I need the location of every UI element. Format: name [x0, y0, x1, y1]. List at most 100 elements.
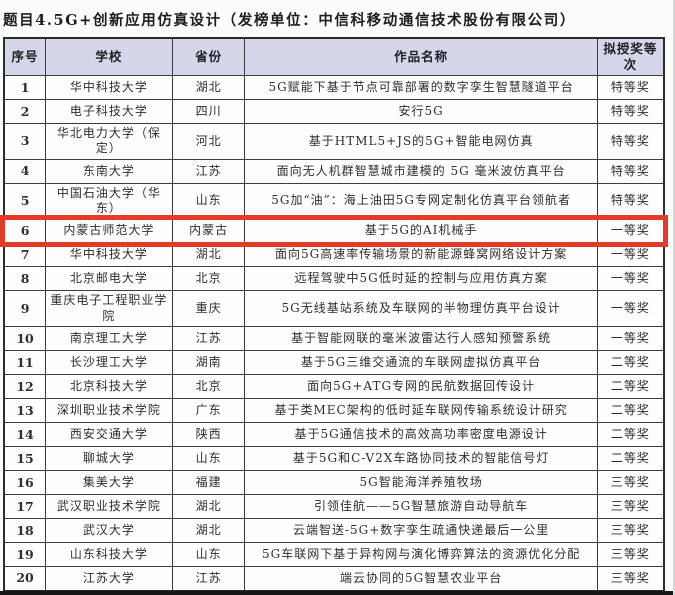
header-province: 省份: [171, 37, 246, 76]
header-award: 拟授奖等次: [596, 37, 665, 76]
cell-work: 5G车联网下基于异构网与演化博弈算法的资源优化分配: [244, 542, 598, 568]
cell-school: 北京科技大学: [45, 374, 173, 400]
cell-no: 19: [3, 542, 47, 568]
cell-award: 三等奖: [596, 494, 665, 520]
cell-province: 湖南: [171, 350, 246, 376]
cell-province: 湖北: [171, 494, 246, 520]
cell-no: 9: [3, 290, 47, 328]
cell-province: 山东: [171, 542, 246, 568]
table-row: 4 东南大学 江苏 面向无人机群智慧城市建模的 5G 毫米波仿真平台 特等奖: [3, 158, 665, 184]
cell-work: 5G加“油”：海上油田5G专网定制化仿真平台领航者: [244, 182, 598, 220]
cell-award: 二等奖: [596, 374, 665, 400]
page-bottom-edge: [0, 591, 675, 595]
page-right-edge: [673, 0, 675, 595]
cell-work: 基于5G的AI机械手: [244, 218, 598, 244]
table-row: 6 内蒙古师范大学 内蒙古 基于5G的AI机械手 一等奖: [0, 214, 668, 247]
cell-award: 二等奖: [596, 398, 665, 424]
cell-award: 特等奖: [596, 158, 665, 184]
table-row: 8 北京邮电大学 北京 远程驾驶中5G低时延的控制与应用仿真方案 一等奖: [3, 266, 665, 292]
cell-province: 广东: [171, 398, 246, 424]
cell-work: 基于类MEC架构的低时延车联网传输系统设计研究: [244, 398, 598, 424]
table-header-row: 序号 学校 省份 作品名称 拟授奖等次: [3, 37, 665, 76]
cell-award: 三等奖: [596, 542, 665, 568]
cell-award: 二等奖: [596, 422, 665, 448]
cell-province: 福建: [171, 470, 246, 496]
cell-no: 10: [3, 326, 47, 352]
cell-province: 江苏: [171, 326, 246, 352]
cell-no: 15: [3, 446, 47, 472]
table-row: 10 南京理工大学 江苏 基于智能网联的毫米波雷达行人感知预警系统 一等奖: [3, 326, 665, 352]
cell-no: 5: [3, 182, 47, 220]
cell-work: 基于5G和C-V2X车路协同技术的智能信号灯: [244, 446, 598, 472]
cell-no: 6: [3, 218, 47, 244]
cell-province: 湖北: [171, 242, 246, 268]
cell-province: 湖北: [171, 518, 246, 544]
cell-award: 特等奖: [596, 99, 665, 124]
cell-award: 二等奖: [596, 350, 665, 376]
cell-work: 面向5G高速率传输场景的新能源蜂窝网络设计方案: [244, 242, 598, 268]
cell-school: 中国石油大学（华东）: [45, 182, 173, 220]
cell-work: 基于智能网联的毫米波雷达行人感知预警系统: [244, 326, 598, 352]
cell-no: 14: [3, 422, 47, 448]
table-header: 序号 学校 省份 作品名称 拟授奖等次: [3, 37, 665, 76]
table-row: 20 江苏大学 江苏 端云协同的5G智慧农业平台 三等奖: [3, 566, 665, 592]
cell-no: 4: [3, 158, 47, 184]
cell-work: 引领佳航——5G智慧旅游自动导航车: [244, 494, 598, 520]
cell-work: 端云协同的5G智慧农业平台: [244, 566, 598, 592]
cell-award: 三等奖: [596, 518, 665, 544]
header-no: 序号: [3, 37, 47, 76]
cell-school: 深圳职业技术学院: [45, 398, 173, 424]
cell-no: 13: [3, 398, 47, 424]
table-row: 2 电子科技大学 四川 安行5G 特等奖: [3, 99, 665, 124]
cell-work: 基于5G三维交通流的车联网虚拟仿真平台: [244, 350, 598, 376]
table-row: 9 重庆电子工程职业学院 重庆 5G无线基站系统及车联网的半物理仿真平台设计 一…: [3, 290, 665, 328]
cell-work: 云端智送-5G+数字孪生疏通快递最后一公里: [244, 518, 598, 544]
cell-school: 华中科技大学: [45, 242, 173, 268]
cell-award: 特等奖: [596, 182, 665, 220]
cell-school: 内蒙古师范大学: [45, 218, 173, 244]
cell-work: 5G无线基站系统及车联网的半物理仿真平台设计: [244, 290, 598, 328]
cell-award: 一等奖: [596, 266, 665, 292]
cell-school: 南京理工大学: [45, 326, 173, 352]
cell-province: 内蒙古: [171, 218, 246, 244]
table-row: 19 山东科技大学 山东 5G车联网下基于异构网与演化博弈算法的资源优化分配 三…: [3, 542, 665, 568]
cell-award: 一等奖: [596, 242, 665, 268]
award-table: 序号 学校 省份 作品名称 拟授奖等次 1 华中科技大学 湖北 5G赋能下基于节…: [0, 37, 668, 592]
cell-work: 基于5G通信技术的高效高功率密度电源设计: [244, 422, 598, 448]
table-row: 3 华北电力大学（保定） 河北 基于HTML5+JS的5G+智能电网仿真 特等奖: [3, 123, 665, 160]
cell-school: 华中科技大学: [45, 75, 173, 100]
cell-school: 集美大学: [45, 470, 173, 496]
cell-award: 一等奖: [596, 218, 665, 244]
cell-no: 16: [3, 470, 47, 496]
cell-award: 一等奖: [596, 326, 665, 352]
cell-province: 四川: [171, 99, 246, 124]
table-row: 7 华中科技大学 湖北 面向5G高速率传输场景的新能源蜂窝网络设计方案 一等奖: [3, 242, 665, 268]
cell-school: 重庆电子工程职业学院: [45, 290, 173, 328]
cell-school: 东南大学: [45, 158, 173, 184]
cell-school: 江苏大学: [45, 566, 173, 592]
cell-work: 面向5G+ATG专网的民航数据回传设计: [244, 374, 598, 400]
document-title: 题目4.5G+创新应用仿真设计（发榜单位：中信科移动通信技术股份有限公司）: [3, 12, 576, 29]
cell-no: 20: [3, 566, 47, 592]
cell-no: 1: [3, 75, 47, 100]
cell-province: 北京: [171, 266, 246, 292]
cell-work: 基于HTML5+JS的5G+智能电网仿真: [244, 123, 598, 160]
table-row: 11 长沙理工大学 湖南 基于5G三维交通流的车联网虚拟仿真平台 二等奖: [3, 350, 665, 376]
cell-school: 北京邮电大学: [45, 266, 173, 292]
cell-no: 3: [3, 123, 47, 160]
cell-award: 三等奖: [596, 566, 665, 592]
cell-award: 三等奖: [596, 470, 665, 496]
table-row: 13 深圳职业技术学院 广东 基于类MEC架构的低时延车联网传输系统设计研究 二…: [3, 398, 665, 424]
cell-school: 华北电力大学（保定）: [45, 123, 173, 160]
cell-work: 5G智能海洋养殖牧场: [244, 470, 598, 496]
cell-work: 安行5G: [244, 99, 598, 124]
table-row: 5 中国石油大学（华东） 山东 5G加“油”：海上油田5G专网定制化仿真平台领航…: [3, 182, 665, 220]
header-school: 学校: [45, 37, 173, 76]
table-row: 14 西安交通大学 陕西 基于5G通信技术的高效高功率密度电源设计 二等奖: [3, 422, 665, 448]
table-row: 18 武汉大学 湖北 云端智送-5G+数字孪生疏通快递最后一公里 三等奖: [3, 518, 665, 544]
cell-award: 二等奖: [596, 446, 665, 472]
table-row: 1 华中科技大学 湖北 5G赋能下基于节点可靠部署的数字孪生智慧隧道平台 特等奖: [3, 75, 665, 100]
cell-province: 北京: [171, 374, 246, 400]
table-row: 15 聊城大学 山东 基于5G和C-V2X车路协同技术的智能信号灯 二等奖: [3, 446, 665, 472]
